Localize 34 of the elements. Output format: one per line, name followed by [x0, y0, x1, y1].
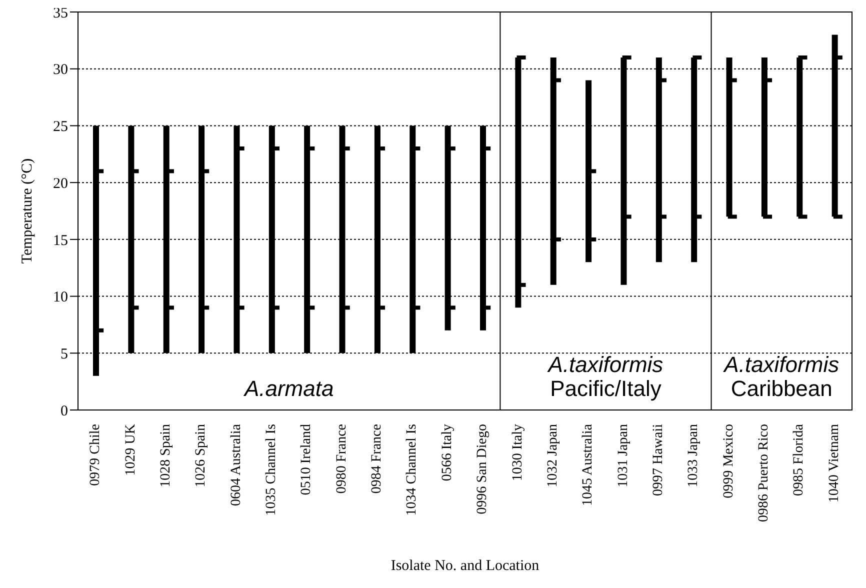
x-tick-label: 0997 Hawaii: [651, 424, 666, 496]
x-axis-title: Isolate No. and Location: [390, 558, 540, 574]
y-tick-label: 30: [53, 62, 68, 78]
annotation: A.taxiformis Caribbean: [722, 352, 840, 401]
y-tick-label: 15: [53, 232, 68, 249]
x-tick-label: 1034 Channel Is: [404, 424, 420, 516]
x-tick-label: 0984 France: [370, 424, 385, 494]
annotation: A.taxiformis Pacific/Italy: [546, 352, 664, 401]
x-tick-label: 1029 UK: [123, 424, 138, 476]
x-tick-label: 0979 Chile: [88, 424, 104, 486]
x-tick-label: 1030 Italy: [510, 424, 526, 482]
y-tick-label: 20: [53, 176, 68, 192]
y-tick-label: 0: [60, 403, 68, 420]
x-tick-label: 0566 Italy: [440, 424, 455, 482]
x-tick-label: 0999 Mexico: [721, 424, 736, 498]
y-tick-label: 5: [60, 346, 68, 362]
x-tick-label: 0604 Australia: [228, 423, 244, 506]
x-tick-label: 1040 Vietnam: [826, 424, 842, 503]
x-tick-label: 0986 Puerto Rico: [756, 424, 772, 522]
y-tick-label: 25: [53, 119, 68, 136]
x-tick-label: 1032 Japan: [545, 424, 560, 488]
x-tick-label: 1026 Spain: [194, 424, 209, 488]
x-tick-label: 1031 Japan: [616, 424, 631, 488]
y-axis-title: Temperature (°C): [19, 158, 36, 264]
x-tick-label: 0996 San Diego: [475, 424, 490, 514]
x-tick-label: 1028 Spain: [158, 424, 174, 488]
annotation: A.armata: [242, 376, 334, 401]
x-tick-label: 1033 Japan: [686, 424, 702, 488]
x-tick-label: 0980 France: [334, 424, 350, 494]
x-tick-label: 1035 Channel Is: [264, 424, 279, 516]
x-tick-label: 0985 Florida: [792, 423, 807, 496]
x-tick-label: 0510 Ireland: [299, 424, 314, 496]
y-tick-label: 10: [53, 290, 68, 306]
x-tick-label: 1045 Australia: [580, 423, 596, 506]
